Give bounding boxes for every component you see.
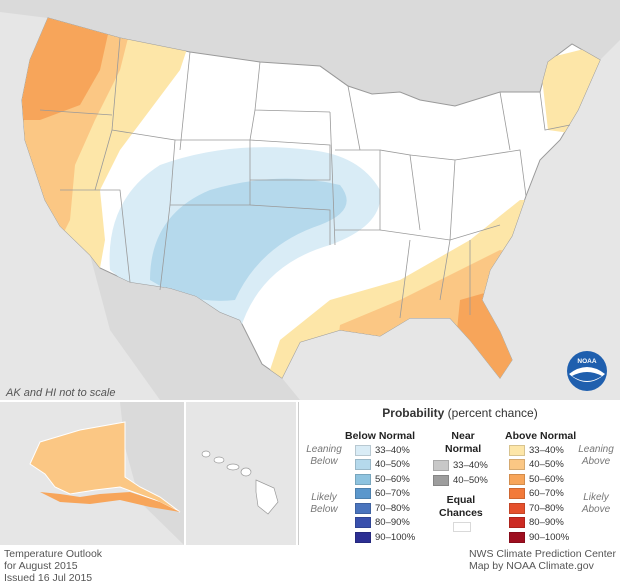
below-normal-label: 50–60% (375, 473, 410, 485)
equal-chances-line2: Chances (439, 507, 483, 519)
likely-above-line1: Likely (583, 492, 609, 503)
leaning-below-line1: Leaning (306, 444, 342, 455)
alaska-inset (0, 402, 184, 545)
probability-legend: Probability (percent chance) Below Norma… (298, 402, 620, 545)
below-normal-label: 40–50% (375, 459, 410, 470)
hawaii-inset (186, 402, 296, 545)
alaska-shape (29, 421, 181, 513)
florida-50-60-above (450, 290, 520, 378)
below-normal-swatch (355, 444, 371, 456)
below-normal-swatch (355, 531, 371, 543)
above-normal-label: 70–80% (529, 502, 564, 514)
leaning-above-line1: Leaning (578, 444, 614, 455)
near-normal-line2: Normal (445, 443, 482, 455)
above-normal-swatch (509, 459, 525, 470)
legend-title-main: Probability (382, 406, 445, 420)
outlook-caption: Temperature Outlook for August 2015 Issu… (4, 548, 102, 584)
canada-land (0, 0, 620, 106)
scale-note: AK and HI not to scale (5, 387, 115, 399)
near-normal-row: 33–40% (433, 459, 488, 471)
mexico-land (90, 255, 300, 400)
near-normal-heading: Near Normal (445, 430, 481, 456)
above-normal-label: 33–40% (529, 444, 564, 456)
credit-line1: NWS Climate Prediction Center (468, 548, 616, 560)
conus-map: AK and HI not to scale NOAA (0, 0, 620, 400)
likely-below-label: Likely Below (303, 492, 345, 516)
above-normal-swatch (509, 473, 525, 485)
near-normal-line1: Near (451, 430, 475, 442)
aleutian-islands (10, 500, 70, 524)
below-normal-label: 33–40% (375, 444, 410, 456)
below-normal-row: 70–80% (355, 502, 410, 514)
likely-below-line2: Below (310, 504, 338, 515)
below-normal-swatch (355, 517, 371, 528)
state-borders (39, 37, 571, 319)
below-normal-swatch (355, 473, 371, 485)
caption-line2: for August 2015 (4, 560, 78, 572)
above-normal-swatch (509, 502, 525, 514)
above-normal-row: 70–80% (509, 502, 564, 514)
above-normal-row: 33–40% (509, 444, 564, 456)
below-normal-label: 90–100% (375, 531, 416, 543)
credit-line2: Map by NOAA Climate.gov (468, 560, 594, 572)
equal-chances-line1: Equal (446, 494, 476, 506)
below-normal-swatch (355, 502, 371, 514)
above-normal-swatch (509, 488, 525, 499)
likely-above-line2: Above (581, 504, 611, 515)
conus-map-svg: AK and HI not to scale (0, 0, 620, 400)
hawaii-map-svg (186, 402, 296, 545)
central-40-50-below (150, 178, 347, 301)
equal-chances-heading: Equal Chances (439, 494, 483, 520)
leaning-below-label: Leaning Below (303, 444, 345, 468)
above-normal-row: 90–100% (509, 531, 569, 543)
legend-title-sub: (percent chance) (447, 406, 538, 420)
above-normal-row: 60–70% (509, 488, 564, 500)
below-normal-row: 50–60% (355, 473, 410, 485)
below-normal-row: 80–90% (355, 517, 410, 529)
below-normal-heading: Below Normal (345, 430, 416, 442)
above-normal-label: 60–70% (529, 488, 564, 499)
caption-line3: Issued 16 Jul 2015 (4, 572, 93, 584)
caption-line1: Temperature Outlook (4, 548, 103, 560)
above-normal-label: 50–60% (529, 473, 564, 485)
above-normal-row: 50–60% (509, 473, 564, 485)
near-normal-row: 40–50% (433, 474, 488, 486)
below-normal-row: 60–70% (355, 488, 410, 500)
leaning-above-label: Leaning Above (575, 444, 617, 468)
near-normal-label: 33–40% (453, 459, 488, 471)
below-normal-label: 60–70% (375, 488, 410, 499)
below-normal-label: 80–90% (375, 517, 410, 528)
noaa-logo-text: NOAA (577, 358, 596, 365)
leaning-above-line2: Above (581, 456, 611, 467)
above-normal-label: 90–100% (529, 531, 570, 543)
likely-below-line1: Likely (311, 492, 337, 503)
noaa-logo-icon: NOAA (567, 351, 607, 391)
alaska-south-coast (40, 492, 180, 512)
alaska-map-svg (0, 402, 184, 545)
above-normal-row: 40–50% (509, 459, 564, 471)
below-normal-row: 33–40% (355, 444, 410, 456)
likely-above-label: Likely Above (575, 492, 617, 516)
new-england-leaning-above (540, 40, 600, 140)
above-normal-swatch (509, 517, 525, 528)
below-normal-label: 70–80% (375, 502, 410, 514)
credit-caption: NWS Climate Prediction Center Map by NOA… (469, 548, 616, 572)
legend-title: Probability (percent chance) (299, 406, 620, 420)
above-normal-swatch (509, 531, 525, 543)
below-normal-row: 40–50% (355, 459, 410, 471)
above-normal-swatch (509, 444, 525, 456)
above-normal-heading: Above Normal (505, 430, 577, 442)
above-normal-row: 80–90% (509, 517, 564, 529)
below-normal-swatch (355, 459, 371, 470)
hawaii-islands (201, 450, 279, 515)
above-normal-label: 40–50% (529, 459, 564, 470)
above-normal-label: 80–90% (529, 517, 564, 528)
near-normal-swatch (433, 459, 449, 471)
below-normal-row: 90–100% (355, 531, 415, 543)
near-normal-swatch (433, 474, 449, 486)
near-normal-label: 40–50% (453, 474, 488, 486)
leaning-below-line2: Below (310, 456, 338, 467)
equal-chances-swatch (453, 522, 471, 532)
below-normal-swatch (355, 488, 371, 499)
